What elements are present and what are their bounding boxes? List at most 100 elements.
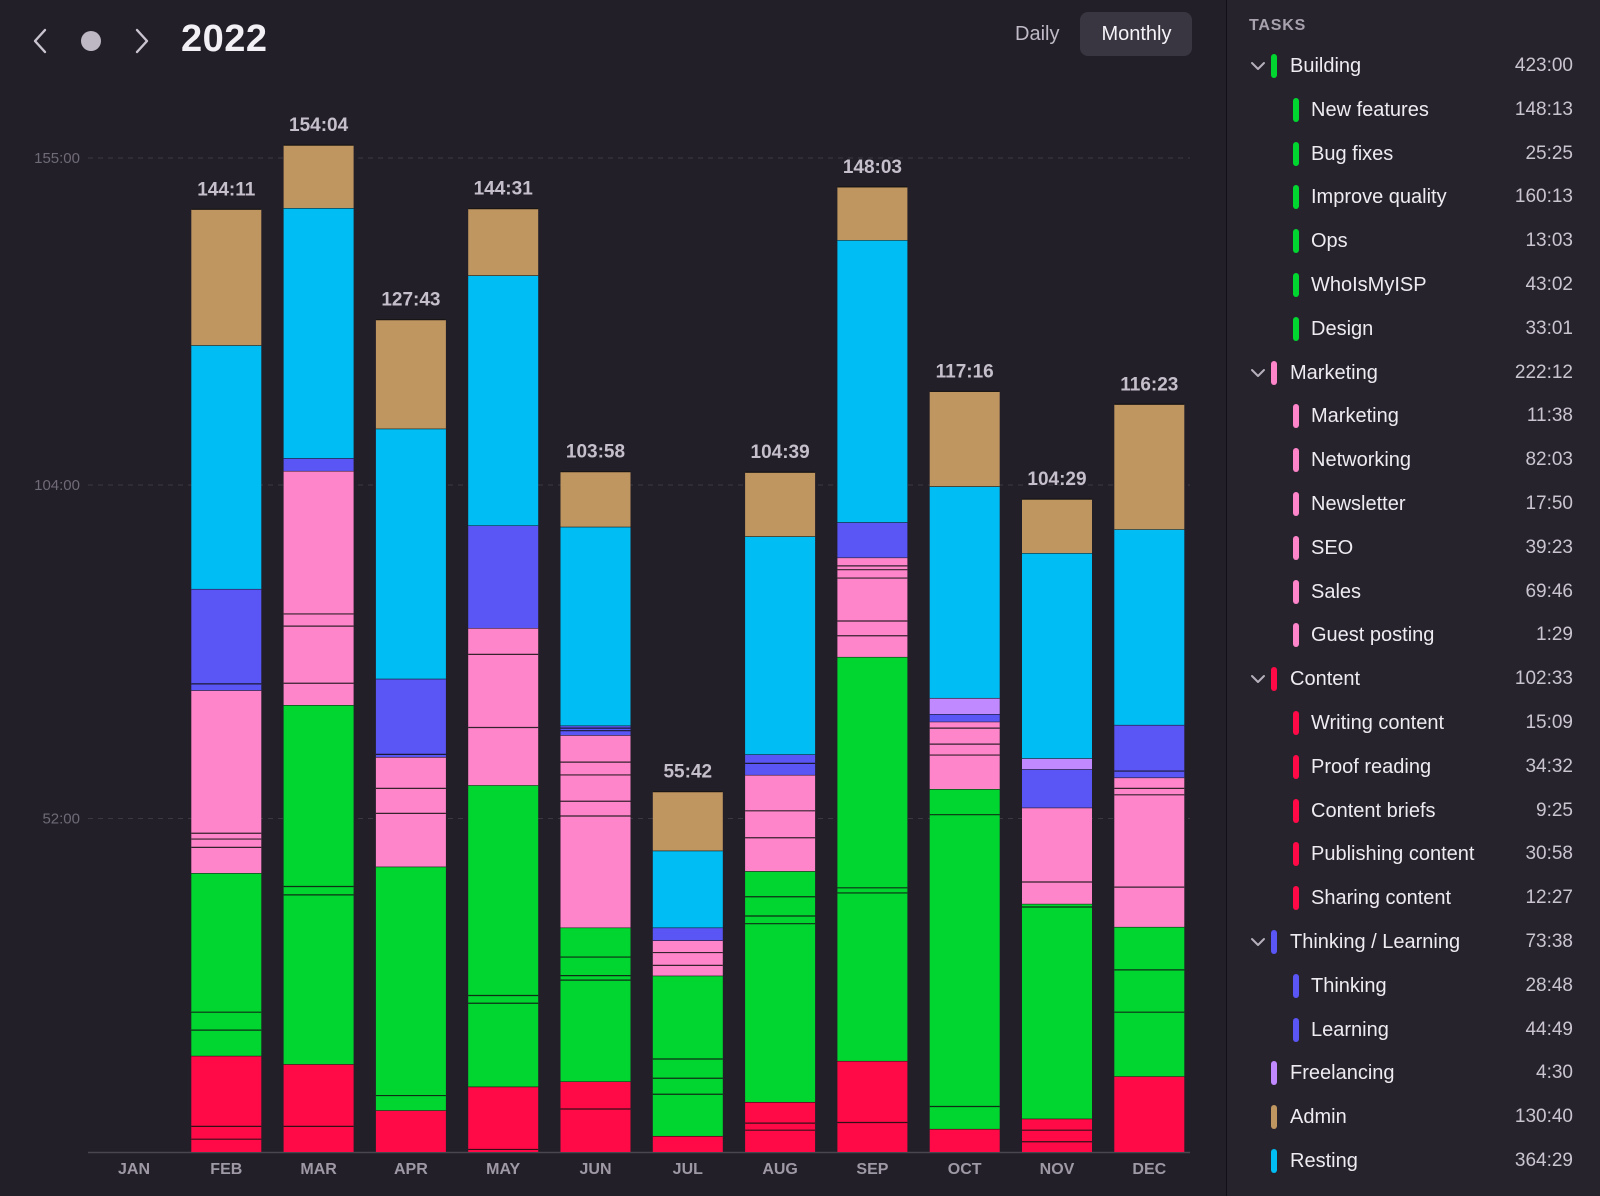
task-item-ops[interactable]: Ops 13:03 <box>1227 219 1600 263</box>
bar-segment-marketing-feb <box>191 690 262 874</box>
task-item-freelancing[interactable]: Freelancing 4:30 <box>1227 1051 1600 1095</box>
task-duration: 423:00 <box>1514 55 1573 76</box>
task-item-proof-reading[interactable]: Proof reading 34:32 <box>1227 745 1600 789</box>
task-item-new-features[interactable]: New features 148:13 <box>1227 88 1600 132</box>
bar-total-label-jun: 103:58 <box>566 442 625 463</box>
task-item-sharing-content[interactable]: Sharing content 12:27 <box>1227 876 1600 920</box>
task-duration: 33:01 <box>1525 317 1573 339</box>
task-duration: 69:46 <box>1525 580 1573 602</box>
task-color-swatch <box>1293 710 1299 735</box>
task-color-swatch <box>1293 448 1299 473</box>
task-label: SEO <box>1311 536 1354 559</box>
bar-segment-admin-dec <box>1114 404 1185 530</box>
task-color-swatch <box>1293 316 1299 341</box>
task-duration: 44:49 <box>1525 1018 1573 1040</box>
task-duration: 13:03 <box>1525 230 1573 252</box>
chevron-down-icon[interactable] <box>1249 57 1267 75</box>
bar-segment-building-oct <box>929 789 1000 1129</box>
task-group-marketing[interactable]: Marketing 222:12 <box>1227 351 1600 395</box>
chevron-down-icon[interactable] <box>1249 364 1267 382</box>
dot-icon <box>81 31 101 51</box>
task-label: Resting <box>1290 1149 1358 1172</box>
task-item-sales[interactable]: Sales 69:46 <box>1227 570 1600 614</box>
task-item-networking[interactable]: Networking 82:03 <box>1227 438 1600 482</box>
task-item-design[interactable]: Design 33:01 <box>1227 307 1600 351</box>
bar-segment-resting-may <box>468 275 539 526</box>
tasks-header: TASKS <box>1249 17 1307 34</box>
chevron-down-icon[interactable] <box>1249 933 1267 951</box>
bar-total-label-mar: 154:04 <box>289 115 349 136</box>
bar-segment-freelancing-oct <box>929 697 1000 714</box>
task-item-admin[interactable]: Admin 130:40 <box>1227 1095 1600 1139</box>
monthly-stacked-bar-chart: 52:00 104:00 155:00 JAN 144:11 FEB 154:04 MAR 12… <box>34 115 1190 1178</box>
task-color-swatch <box>1271 929 1277 954</box>
task-duration: 30:58 <box>1525 843 1573 865</box>
y-tick-label: 104:00 <box>34 477 80 494</box>
task-color-swatch <box>1293 973 1299 998</box>
bar-segment-building-nov <box>1022 903 1092 1119</box>
task-item-seo[interactable]: SEO 39:23 <box>1227 526 1600 570</box>
task-item-writing-content[interactable]: Writing content 15:09 <box>1227 701 1600 745</box>
task-item-newsletter[interactable]: Newsletter 17:50 <box>1227 482 1600 526</box>
task-duration: 25:25 <box>1525 142 1573 164</box>
task-duration: 4:30 <box>1536 1062 1573 1084</box>
task-group-thinking-learning[interactable]: Thinking / Learning 73:38 <box>1227 920 1600 964</box>
task-color-swatch <box>1293 535 1299 560</box>
task-duration: 12:27 <box>1525 887 1573 909</box>
task-label: Thinking / Learning <box>1290 930 1461 953</box>
task-color-swatch <box>1271 667 1277 692</box>
task-item-guest-posting[interactable]: Guest posting 1:29 <box>1227 613 1600 657</box>
x-tick-label-aug: AUG <box>762 1161 798 1178</box>
bar-segment-admin-apr <box>375 319 446 429</box>
bar-segment-resting-jun <box>560 526 631 726</box>
bar-segment-thinking-learning-dec <box>1114 724 1185 778</box>
bar-segment-thinking-learning-sep <box>837 522 908 558</box>
next-year-button[interactable] <box>124 22 158 60</box>
bar-segment-admin-jun <box>560 471 631 527</box>
task-duration: 160:13 <box>1514 186 1573 208</box>
task-color-swatch <box>1293 229 1299 254</box>
task-item-whoismyisp[interactable]: WhoIsMyISP 43:02 <box>1227 263 1600 307</box>
task-item-marketing[interactable]: Marketing 11:38 <box>1227 394 1600 438</box>
x-tick-label-feb: FEB <box>210 1161 242 1178</box>
bar-segment-resting-mar <box>283 208 354 459</box>
task-group-content[interactable]: Content 102:33 <box>1227 657 1600 701</box>
task-item-learning[interactable]: Learning 44:49 <box>1227 1008 1600 1052</box>
bar-segment-resting-apr <box>375 428 446 679</box>
previous-year-button[interactable] <box>24 22 58 60</box>
bar-segment-thinking-learning-aug <box>745 754 816 775</box>
task-item-bug-fixes[interactable]: Bug fixes 25:25 <box>1227 132 1600 176</box>
task-group-building[interactable]: Building 423:00 <box>1227 44 1600 88</box>
chevron-left-icon <box>33 28 47 54</box>
bar-segment-resting-sep <box>837 240 908 523</box>
daily-view-button[interactable]: Daily <box>1015 23 1060 45</box>
bar-total-label-nov: 104:29 <box>1027 469 1086 490</box>
task-color-swatch <box>1271 1148 1277 1173</box>
bar-segment-content-sep <box>837 1060 908 1152</box>
task-item-thinking[interactable]: Thinking 28:48 <box>1227 964 1600 1008</box>
task-label: Admin <box>1290 1106 1347 1129</box>
current-year-button[interactable] <box>74 22 108 60</box>
x-tick-label-nov: NOV <box>1040 1161 1075 1178</box>
task-color-swatch <box>1293 754 1299 779</box>
task-label: Content briefs <box>1311 799 1436 822</box>
task-label: Bug fixes <box>1311 142 1394 165</box>
task-label: Marketing <box>1290 361 1378 384</box>
task-item-publishing-content[interactable]: Publishing content 30:58 <box>1227 832 1600 876</box>
task-item-improve-quality[interactable]: Improve quality 160:13 <box>1227 175 1600 219</box>
task-label: Design <box>1311 317 1374 340</box>
bar-segment-thinking-learning-feb <box>191 588 262 691</box>
task-label: Guest posting <box>1311 624 1435 647</box>
chevron-down-icon[interactable] <box>1249 670 1267 688</box>
task-color-swatch <box>1293 1017 1299 1042</box>
task-duration: 1:29 <box>1536 624 1573 646</box>
bar-segment-marketing-may <box>468 628 539 786</box>
bar-segment-marketing-jul <box>652 940 723 976</box>
task-item-content-briefs[interactable]: Content briefs 9:25 <box>1227 789 1600 833</box>
task-label: Thinking <box>1311 974 1387 997</box>
task-label: Ops <box>1311 230 1348 253</box>
task-item-resting[interactable]: Resting 364:29 <box>1227 1139 1600 1183</box>
bar-segment-building-may <box>468 785 539 1087</box>
task-label: Content <box>1290 668 1361 691</box>
monthly-view-button[interactable]: Monthly <box>1080 12 1193 56</box>
